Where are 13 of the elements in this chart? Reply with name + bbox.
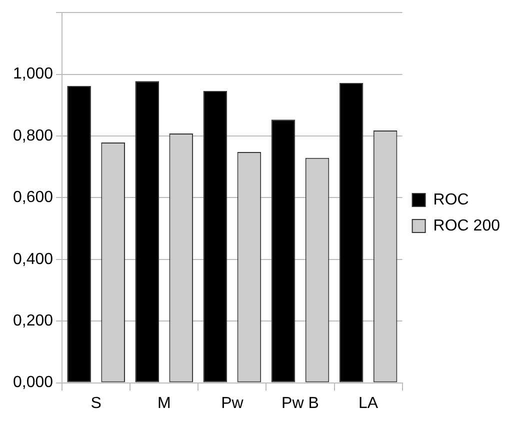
x-tick-label: M: [157, 394, 171, 412]
y-tick-label: 0,000: [12, 374, 54, 392]
y-tick-label: 0,200: [12, 312, 54, 330]
x-tick-label: S: [90, 394, 102, 412]
y-tick-label: 1,000: [12, 66, 54, 83]
x-tick-label: Pw: [221, 394, 244, 412]
x-tick-label: LA: [358, 394, 378, 412]
legend-label: ROC: [433, 191, 469, 208]
y-tick-label: 0,600: [12, 189, 54, 206]
x-tick-label: Pw B: [282, 394, 319, 412]
y-tick-label: 0,800: [12, 127, 54, 144]
y-tick-label: 0,400: [12, 250, 54, 268]
legend-label: ROC 200: [433, 217, 500, 234]
